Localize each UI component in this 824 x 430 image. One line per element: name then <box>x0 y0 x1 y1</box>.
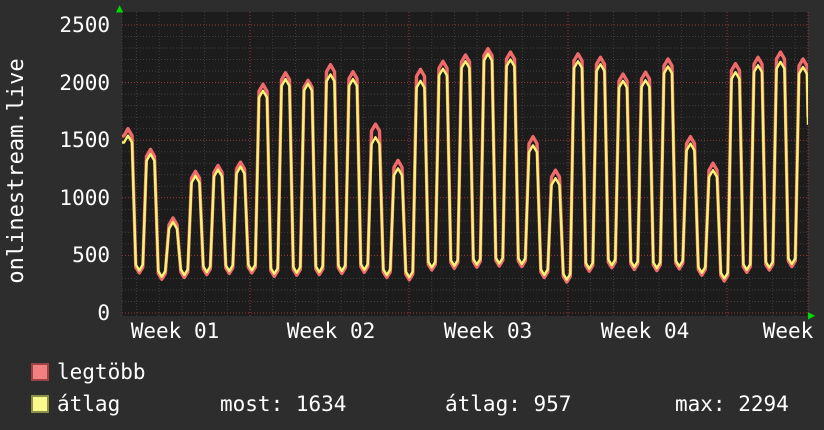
y-tick-label: 2000 <box>59 70 110 95</box>
y-tick-label: 1000 <box>59 185 110 210</box>
x-axis-label: Week 04 <box>600 319 690 343</box>
x-axis-label: Week 03 <box>443 319 533 343</box>
axis-right-arrow-icon: ▶ <box>808 308 816 322</box>
x-axis-label: Week <box>762 319 814 343</box>
y-tick-label: 0 <box>97 301 110 325</box>
stat-most: most: 1634 <box>220 392 347 416</box>
legend-swatch-legtobb <box>31 363 49 381</box>
x-axis-label: Week 02 <box>286 319 376 343</box>
y-tick-label: 2500 <box>59 13 110 37</box>
axis-up-arrow-icon: ▲ <box>116 1 124 15</box>
stat-max: max: 2294 <box>675 392 789 416</box>
y-tick-label: 1500 <box>59 128 110 153</box>
y-tick-label: 500 <box>72 243 110 268</box>
stat-atlag: átlag: 957 <box>445 392 572 416</box>
legend-label-legtobb: legtöbb <box>57 360 146 384</box>
legend-swatch-atlag <box>31 395 49 413</box>
x-axis-label: Week 01 <box>130 319 220 343</box>
legend-label-atlag: átlag <box>57 392 121 416</box>
